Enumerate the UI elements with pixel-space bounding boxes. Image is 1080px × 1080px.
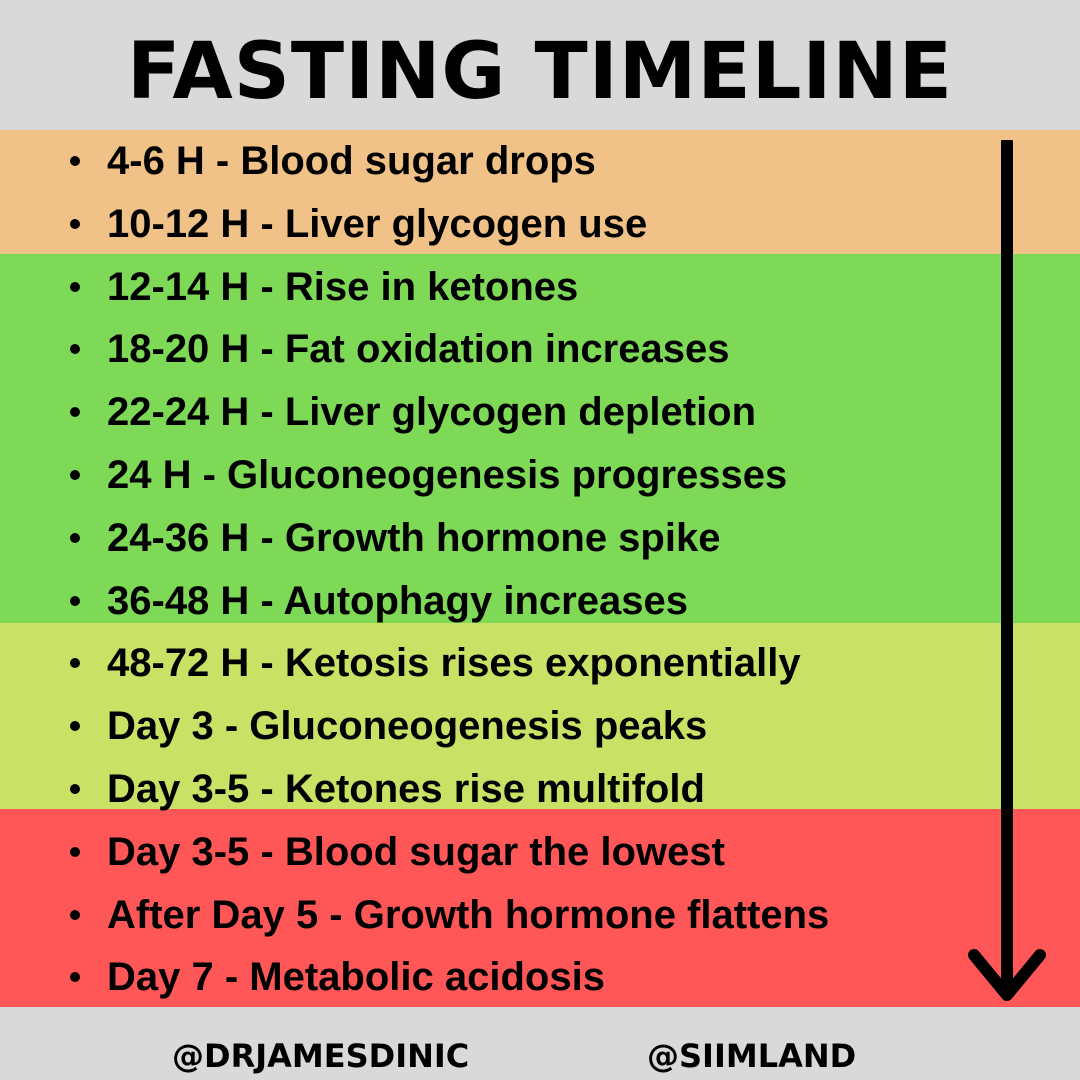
arrow-down-icon	[968, 140, 1046, 1001]
list-item: After Day 5 - Growth hormone flattens	[0, 884, 1080, 947]
footer: @DRJAMESDINIC @SIIMLAND	[0, 1007, 1080, 1080]
page-title: FASTING TIMELINE	[127, 27, 953, 117]
list-item-text: 24 H - Gluconeogenesis progresses	[107, 452, 788, 497]
list-item-text: 12-14 H - Rise in ketones	[107, 264, 579, 309]
timeline-band-prolonged	[0, 809, 1080, 1007]
bullet-icon	[70, 783, 80, 794]
list-item: 48-72 H - Ketosis rises exponentially	[0, 632, 1080, 695]
list-item-text: 4-6 H - Blood sugar drops	[107, 139, 596, 183]
list-item-text: 36-48 H - Autophagy increases	[107, 578, 688, 623]
bullet-icon	[70, 218, 80, 229]
list-item: 18-20 H - Fat oxidation increases	[0, 318, 1080, 381]
list-item-text: Day 3-5 - Ketones rise multifold	[107, 766, 705, 811]
bullet-icon	[70, 469, 80, 480]
bullet-icon	[70, 909, 80, 920]
bullet-icon	[70, 407, 80, 418]
list-item: Day 3-5 - Ketones rise multifold	[0, 758, 1080, 821]
list-item-text: 24-36 H - Growth hormone spike	[107, 515, 721, 560]
list-item-text: Day 3-5 - Blood sugar the lowest	[107, 829, 725, 874]
list-item: Day 3-5 - Blood sugar the lowest	[0, 821, 1080, 884]
list-item-text: Day 7 - Metabolic acidosis	[107, 955, 605, 1000]
list-item: 24-36 H - Growth hormone spike	[0, 507, 1080, 570]
list-item: Day 7 - Metabolic acidosis	[0, 946, 1080, 1009]
list-item-text: Day 3 - Gluconeogenesis peaks	[107, 704, 708, 749]
bullet-icon	[70, 532, 80, 543]
timeline-list: 4-6 H - Blood sugar drops 10-12 H - Live…	[0, 130, 1080, 1009]
list-item: Day 3 - Gluconeogenesis peaks	[0, 695, 1080, 758]
timeline-band-extended	[0, 623, 1080, 809]
timeline-band-ketosis	[0, 254, 1080, 623]
list-item: 10-12 H - Liver glycogen use	[0, 193, 1080, 256]
list-item-text: 22-24 H - Liver glycogen depletion	[107, 390, 757, 435]
list-item: 22-24 H - Liver glycogen depletion	[0, 381, 1080, 444]
timeline-band-early	[0, 130, 1080, 254]
list-item-text: 18-20 H - Fat oxidation increases	[107, 327, 730, 372]
bullet-icon	[70, 156, 80, 166]
list-item: 24 H - Gluconeogenesis progresses	[0, 444, 1080, 507]
bullet-icon	[70, 658, 80, 669]
bullet-icon	[70, 972, 80, 983]
list-item: 12-14 H - Rise in ketones	[0, 256, 1080, 319]
footer-handle-siimland: @SIIMLAND	[647, 1037, 857, 1075]
list-item-text: After Day 5 - Growth hormone flattens	[107, 892, 830, 937]
bullet-icon	[70, 721, 80, 732]
bullet-icon	[70, 344, 80, 355]
bullet-icon	[70, 281, 80, 292]
footer-handle-drjamesdinic: @DRJAMESDINIC	[172, 1037, 470, 1075]
bullet-icon	[70, 846, 80, 857]
list-item: 4-6 H - Blood sugar drops	[0, 130, 1080, 193]
bullet-icon	[70, 595, 80, 606]
list-item-text: 48-72 H - Ketosis rises exponentially	[107, 641, 801, 686]
list-item: 36-48 H - Autophagy increases	[0, 570, 1080, 633]
list-item-text: 10-12 H - Liver glycogen use	[107, 201, 648, 246]
